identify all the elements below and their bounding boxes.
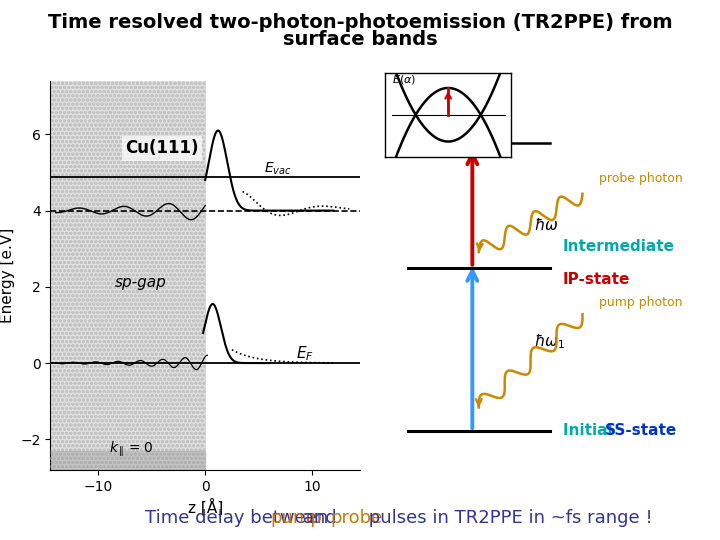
Text: pump: pump xyxy=(271,509,323,528)
Text: surface bands: surface bands xyxy=(283,30,437,49)
Text: $\hbar\omega_1$: $\hbar\omega_1$ xyxy=(534,332,565,351)
Text: probe photon: probe photon xyxy=(599,172,683,185)
Bar xyxy=(45,451,205,496)
Text: Initial: Initial xyxy=(563,423,618,438)
Text: $E(\alpha)$: $E(\alpha)$ xyxy=(392,73,415,86)
Text: and: and xyxy=(297,509,343,528)
Text: $\hbar\omega$: $\hbar\omega$ xyxy=(534,217,559,233)
Text: Time resolved two-photon-photoemission (TR2PPE) from: Time resolved two-photon-photoemission (… xyxy=(48,14,672,32)
Text: $E_{vac}$: $E_{vac}$ xyxy=(264,160,292,177)
Y-axis label: Energy [e.V]: Energy [e.V] xyxy=(0,228,14,323)
Text: IP-state: IP-state xyxy=(563,272,631,287)
Text: SS-state: SS-state xyxy=(605,423,678,438)
Text: $E_F$: $E_F$ xyxy=(296,345,314,363)
Text: Cu(111): Cu(111) xyxy=(125,139,199,158)
Bar xyxy=(45,39,205,496)
Text: Time delay between: Time delay between xyxy=(145,509,334,528)
Text: $k_{\parallel} = 0$: $k_{\parallel} = 0$ xyxy=(109,440,153,459)
Text: sp-gap: sp-gap xyxy=(114,275,166,290)
Text: pulses in TR2PPE in ~fs range !: pulses in TR2PPE in ~fs range ! xyxy=(364,509,653,528)
Text: pump photon: pump photon xyxy=(599,296,682,309)
Bar xyxy=(45,451,205,496)
Text: Intermediate: Intermediate xyxy=(563,239,675,254)
X-axis label: z [Å]: z [Å] xyxy=(188,499,222,516)
Bar xyxy=(45,39,205,496)
Text: probe: probe xyxy=(330,509,382,528)
